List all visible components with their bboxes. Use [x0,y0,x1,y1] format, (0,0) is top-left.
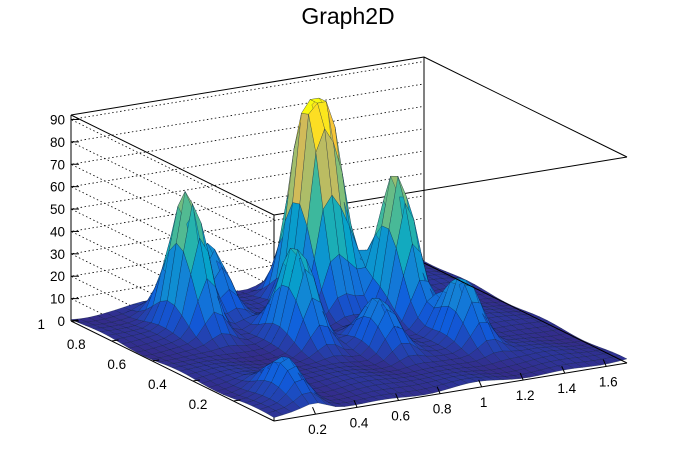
grid-line-z [69,61,425,220]
x-tick-mark [436,386,441,394]
z-tick-label: 50 [50,202,65,217]
x-tick-label: 1.4 [557,381,576,396]
x-tick-mark [353,400,358,408]
z-tick-label: 60 [50,180,65,195]
y-tick-label: 1 [37,317,45,332]
x-tick-mark [478,379,483,388]
z-axis: 0 10 20 30 40 50 60 70 80 90 [50,112,79,329]
z-tick-label: 70 [50,157,65,172]
x-tick-label: 1.2 [516,388,535,403]
x-tick-mark [561,366,566,374]
z-tick-label: 20 [50,269,65,284]
x-tick-label: 0.6 [391,409,410,424]
grid-line-z [69,105,425,265]
x-axis: 0.2 0.4 0.6 0.8 1 1.2 1.4 1.6 [308,359,618,437]
y-tick-label: 0.2 [189,397,208,412]
y-tick-mark [192,379,200,382]
x-tick-label: 1.6 [599,374,618,389]
grid-line-z [69,83,425,243]
y-tick-mark [70,319,79,322]
frame-front-x [273,362,628,422]
z-tick-label: 0 [57,314,65,329]
front-axis-frame [273,262,628,422]
y-tick-label: 0.4 [148,377,167,392]
y-tick-label: 0.6 [107,357,126,372]
x-tick-label: 0.8 [433,402,452,417]
x-tick-mark [602,359,607,367]
z-tick-label: 80 [50,135,65,150]
frame-edge [70,320,275,422]
x-tick-mark [395,393,400,401]
x-tick-mark [312,406,316,415]
y-tick-mark [111,339,119,342]
frame-edge [423,56,628,158]
z-tick-label: 90 [50,112,65,127]
x-tick-label: 0.2 [308,422,327,437]
x-tick-label: 1 [480,395,488,410]
y-tick-mark [233,399,241,402]
frame-edge [70,56,425,116]
z-tick-label: 40 [50,224,65,239]
frame-edge [70,114,275,216]
y-tick-label: 0.8 [67,337,86,352]
y-axis: 0.2 0.4 0.6 0.8 1 [37,317,241,412]
x-tick-label: 0.4 [350,415,369,430]
z-tick-label: 10 [50,292,65,307]
surface-mesh [70,97,628,418]
frame-front-y [423,262,628,364]
x-tick-mark [519,372,524,381]
chart-title: Graph2D [301,3,394,29]
z-tick-label: 30 [50,247,65,262]
y-tick-mark [152,359,160,362]
